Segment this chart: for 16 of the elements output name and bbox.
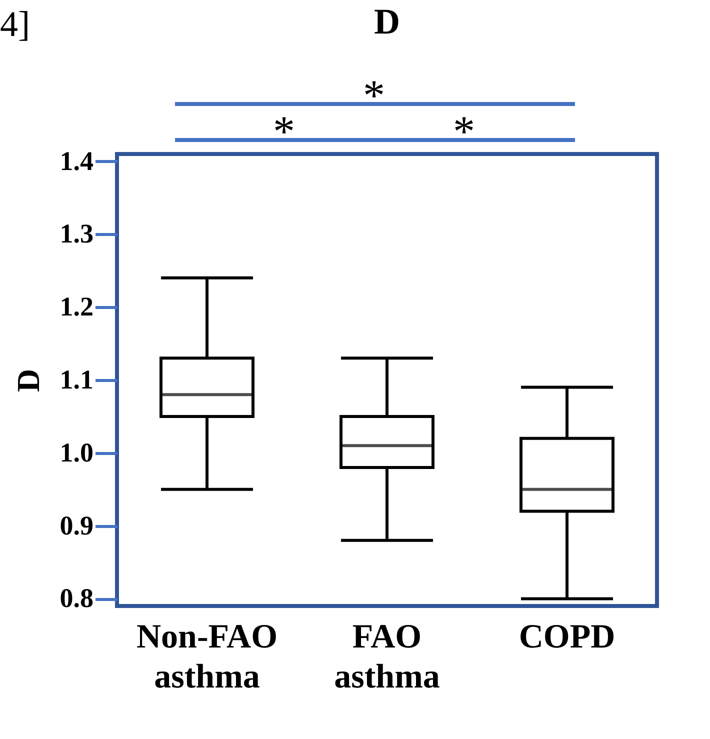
y-tick-label: 0.8 <box>60 583 94 614</box>
x-tick-label: COPD <box>518 618 616 656</box>
y-tick-label: 1.4 <box>60 146 94 176</box>
x-tick-label: Non-FAO asthma <box>136 618 278 696</box>
y-tick-label: 1.2 <box>60 292 94 322</box>
annotation: * <box>453 107 475 156</box>
y-tick-label: 1.0 <box>60 437 94 468</box>
x-tick-label: FAO asthma <box>334 618 440 696</box>
y-axis-title: D <box>10 368 46 392</box>
y-tick-label: 1.1 <box>60 364 94 394</box>
text: 4] <box>0 4 30 44</box>
y-tick-label: 1.3 <box>60 218 94 249</box>
annotation: * <box>273 107 295 156</box>
text: * <box>363 71 385 120</box>
y-tick-label: 0.9 <box>60 510 94 540</box>
chart-title: D <box>374 1 400 42</box>
